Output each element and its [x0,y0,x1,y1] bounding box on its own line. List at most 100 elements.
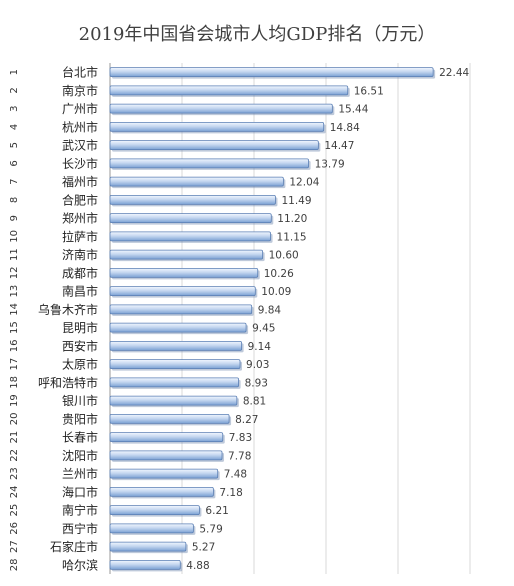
bar [109,304,253,315]
category-label: 杭州市 [62,119,98,134]
rank-label: 6 [9,160,20,166]
value-label: 10.60 [269,250,299,262]
rank-label: 15 [9,321,20,334]
rank-label: 8 [9,197,20,203]
rank-label: 23 [9,467,20,480]
rank-label: 14 [9,303,20,316]
value-label: 14.84 [330,122,360,134]
rank-label: 22 [9,449,20,462]
rank-label: 25 [9,504,20,517]
bars [109,67,436,572]
bar [109,140,319,151]
rank-label: 13 [9,285,20,298]
value-label: 8.81 [243,396,266,408]
value-label: 5.79 [199,523,222,535]
value-label: 9.14 [248,341,272,353]
bar [109,213,272,224]
bar [109,103,333,114]
category-label: 海口市 [62,484,98,499]
category-label: 济南市 [62,247,98,262]
bar [109,231,271,242]
value-label: 8.27 [235,414,258,426]
bar [109,176,284,187]
bar [109,377,239,388]
bar [109,505,200,516]
value-label: 9.03 [246,359,269,371]
rank-label: 20 [9,413,20,426]
chart-title: 2019年中国省会城市人均GDP排名（万元） [79,24,436,45]
category-label: 南京市 [62,83,98,98]
rank-label: 11 [9,248,20,261]
rank-label: 9 [9,215,20,221]
bar [109,468,219,479]
value-label: 11.15 [277,231,307,243]
category-label: 昆明市 [62,320,98,335]
rank-label: 19 [9,394,20,407]
bar [109,559,181,570]
category-label: 西安市 [62,338,98,353]
value-label: 5.27 [192,542,215,554]
category-label: 武汉市 [62,138,98,153]
value-label: 10.26 [264,268,294,280]
value-label: 7.83 [229,432,252,444]
bar [109,359,241,370]
category-label: 兰州市 [62,466,98,481]
bar [109,322,247,333]
bar [109,486,214,497]
category-label: 乌鲁木齐市 [38,302,98,317]
value-label: 14.47 [324,140,354,152]
value-label: 16.51 [354,85,384,97]
value-label: 22.44 [439,67,469,79]
bar [109,121,325,132]
category-label: 呼和浩特市 [38,375,98,390]
category-label: 银川市 [62,393,98,408]
rank-label: 2 [9,87,20,93]
value-label: 15.44 [338,104,368,116]
bar [109,158,309,169]
category-label: 福州市 [62,174,98,189]
category-label: 南宁市 [62,503,98,518]
category-label: 郑州市 [62,211,98,226]
category-label: 西宁市 [62,521,98,536]
rank-label: 27 [9,540,20,553]
rank-label: 4 [9,124,20,130]
value-label: 7.48 [224,469,247,481]
value-label: 4.88 [186,560,209,572]
value-label: 11.20 [277,213,307,225]
rank-label: 1 [9,69,20,75]
value-label: 13.79 [315,158,345,170]
rank-label: 10 [9,230,20,243]
rank-label: 5 [9,142,20,148]
bar [109,286,256,297]
category-label: 南昌市 [62,284,98,299]
value-label: 8.93 [245,377,268,389]
bar [109,85,349,96]
bar [109,267,259,278]
rank-label: 3 [9,105,20,111]
category-label: 石家庄市 [50,539,98,554]
bar [109,194,276,205]
bar [109,523,194,534]
bar [109,450,223,461]
value-label: 7.78 [228,450,251,462]
rank-label: 12 [9,267,20,280]
category-label: 广州市 [62,101,98,116]
bar [109,249,264,260]
bar [109,541,187,552]
bar [109,432,224,443]
value-label: 9.84 [258,304,282,316]
value-label: 10.09 [261,286,291,298]
bar [109,340,243,351]
rank-label: 17 [9,358,20,371]
labels: 22.44 台北市 1 16.51 南京市 2 15.44 广州市 3 14.84 杭州市 4 14.4… [9,65,470,573]
rank-label: 16 [9,340,20,353]
category-label: 成都市 [62,265,98,280]
value-label: 12.04 [289,177,319,189]
category-label: 合肥市 [62,192,98,207]
category-label: 沈阳市 [62,448,98,463]
bar [109,413,230,424]
rank-label: 18 [9,376,20,389]
rank-label: 24 [9,486,20,499]
value-label: 9.45 [252,323,275,335]
